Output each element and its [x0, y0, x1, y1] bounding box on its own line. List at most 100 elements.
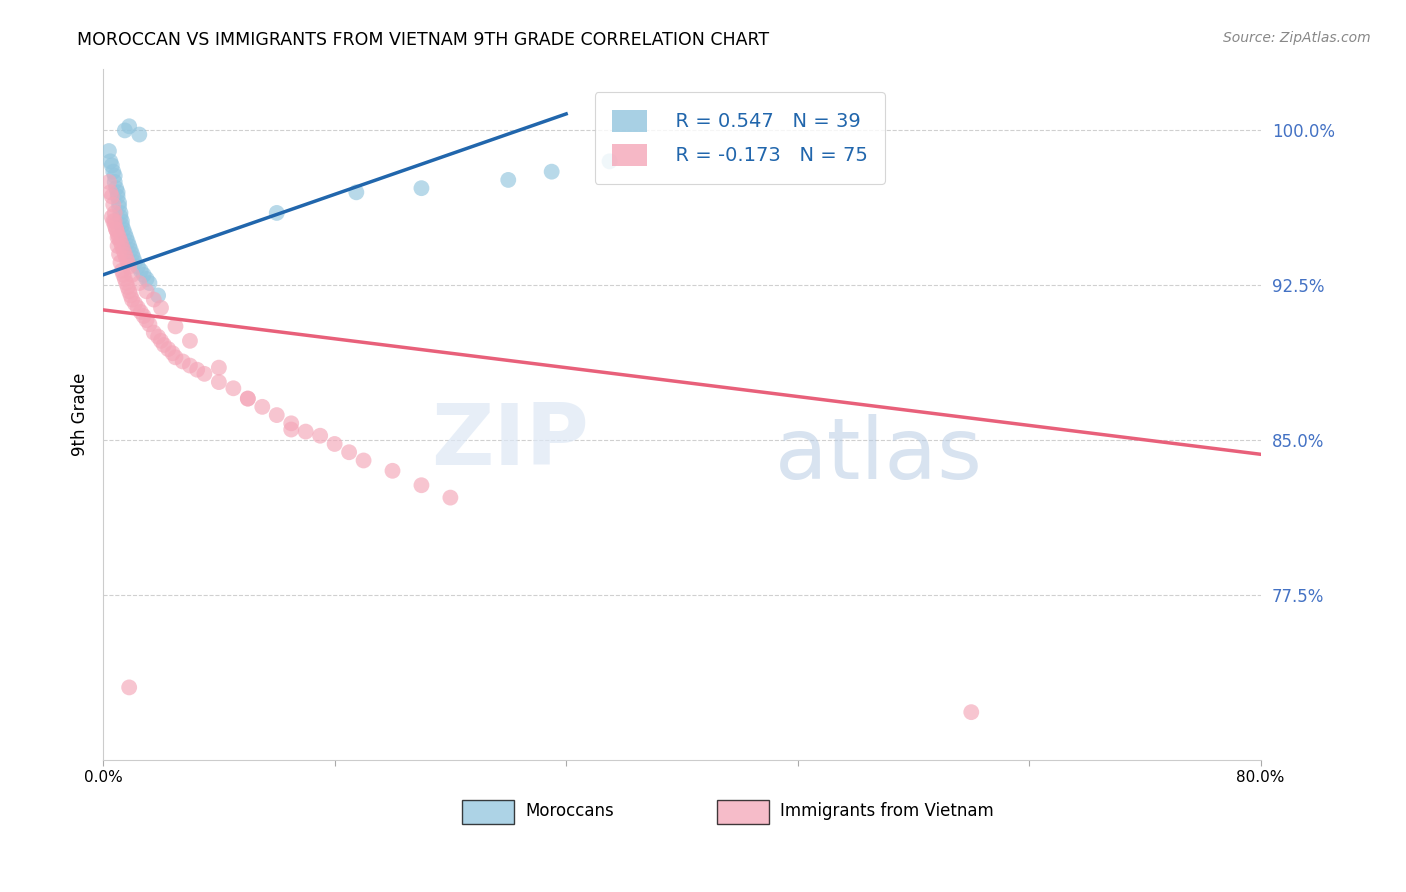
- Point: [142, 293, 165, 307]
- Point: [323, 437, 346, 451]
- Point: [411, 181, 433, 195]
- Point: [266, 206, 288, 220]
- Point: [146, 329, 169, 343]
- Point: [236, 392, 259, 406]
- Point: [496, 173, 519, 187]
- Point: [193, 367, 215, 381]
- Point: [97, 175, 120, 189]
- Point: [124, 296, 146, 310]
- Point: [111, 219, 134, 233]
- Point: [129, 263, 152, 277]
- Point: [117, 235, 139, 249]
- Point: [110, 210, 132, 224]
- Text: ZIP: ZIP: [432, 401, 589, 483]
- Point: [118, 260, 141, 274]
- Point: [172, 354, 194, 368]
- Point: [112, 222, 135, 236]
- Point: [381, 464, 404, 478]
- Point: [107, 239, 129, 253]
- Point: [112, 268, 135, 282]
- Point: [118, 681, 141, 695]
- Point: [120, 288, 142, 302]
- Point: [104, 219, 127, 233]
- Point: [104, 175, 127, 189]
- Point: [118, 285, 141, 299]
- Point: [110, 206, 132, 220]
- Point: [104, 214, 127, 228]
- Point: [98, 154, 121, 169]
- Point: [124, 255, 146, 269]
- Text: Immigrants from Vietnam: Immigrants from Vietnam: [780, 803, 994, 821]
- Point: [121, 293, 143, 307]
- Point: [104, 206, 127, 220]
- Point: [135, 285, 157, 299]
- Legend:   R = 0.547   N = 39,   R = -0.173   N = 75: R = 0.547 N = 39, R = -0.173 N = 75: [595, 92, 884, 184]
- Point: [112, 243, 135, 257]
- Point: [117, 255, 139, 269]
- Point: [179, 359, 201, 373]
- Point: [107, 227, 129, 241]
- Point: [107, 189, 129, 203]
- Point: [157, 342, 180, 356]
- Point: [108, 247, 131, 261]
- Point: [104, 169, 127, 183]
- Point: [135, 313, 157, 327]
- Point: [540, 164, 562, 178]
- Point: [128, 128, 150, 142]
- Point: [309, 428, 332, 442]
- Point: [127, 301, 149, 315]
- Point: [120, 243, 142, 257]
- Point: [208, 360, 231, 375]
- Point: [128, 276, 150, 290]
- Point: [111, 263, 134, 277]
- Point: [108, 195, 131, 210]
- Point: [208, 375, 231, 389]
- Point: [111, 239, 134, 253]
- Point: [114, 227, 136, 241]
- Point: [960, 705, 983, 719]
- Point: [138, 318, 160, 332]
- Point: [115, 230, 138, 244]
- Point: [162, 346, 184, 360]
- Point: [114, 123, 136, 137]
- Point: [153, 338, 176, 352]
- Point: [103, 197, 125, 211]
- Text: atlas: atlas: [775, 414, 983, 497]
- Point: [118, 239, 141, 253]
- Point: [138, 276, 160, 290]
- Point: [115, 276, 138, 290]
- Point: [142, 326, 165, 340]
- Point: [105, 222, 128, 236]
- FancyBboxPatch shape: [463, 800, 515, 824]
- Point: [599, 154, 621, 169]
- Point: [280, 417, 302, 431]
- Point: [129, 305, 152, 319]
- Point: [101, 189, 124, 203]
- Point: [121, 268, 143, 282]
- Point: [294, 425, 316, 439]
- Point: [236, 392, 259, 406]
- Point: [353, 453, 375, 467]
- FancyBboxPatch shape: [717, 800, 769, 824]
- Point: [337, 445, 360, 459]
- Point: [121, 247, 143, 261]
- Point: [150, 334, 173, 348]
- Point: [111, 214, 134, 228]
- Point: [165, 319, 187, 334]
- Point: [97, 144, 120, 158]
- Y-axis label: 9th Grade: 9th Grade: [72, 372, 89, 456]
- Point: [107, 186, 129, 200]
- Point: [150, 301, 173, 315]
- Point: [98, 186, 121, 200]
- Point: [122, 252, 145, 266]
- Point: [439, 491, 461, 505]
- Point: [101, 210, 124, 224]
- Point: [118, 120, 141, 134]
- Point: [110, 235, 132, 249]
- Point: [107, 230, 129, 244]
- Point: [135, 272, 157, 286]
- Text: Source: ZipAtlas.com: Source: ZipAtlas.com: [1223, 31, 1371, 45]
- Point: [411, 478, 433, 492]
- Point: [115, 252, 138, 266]
- Point: [252, 400, 274, 414]
